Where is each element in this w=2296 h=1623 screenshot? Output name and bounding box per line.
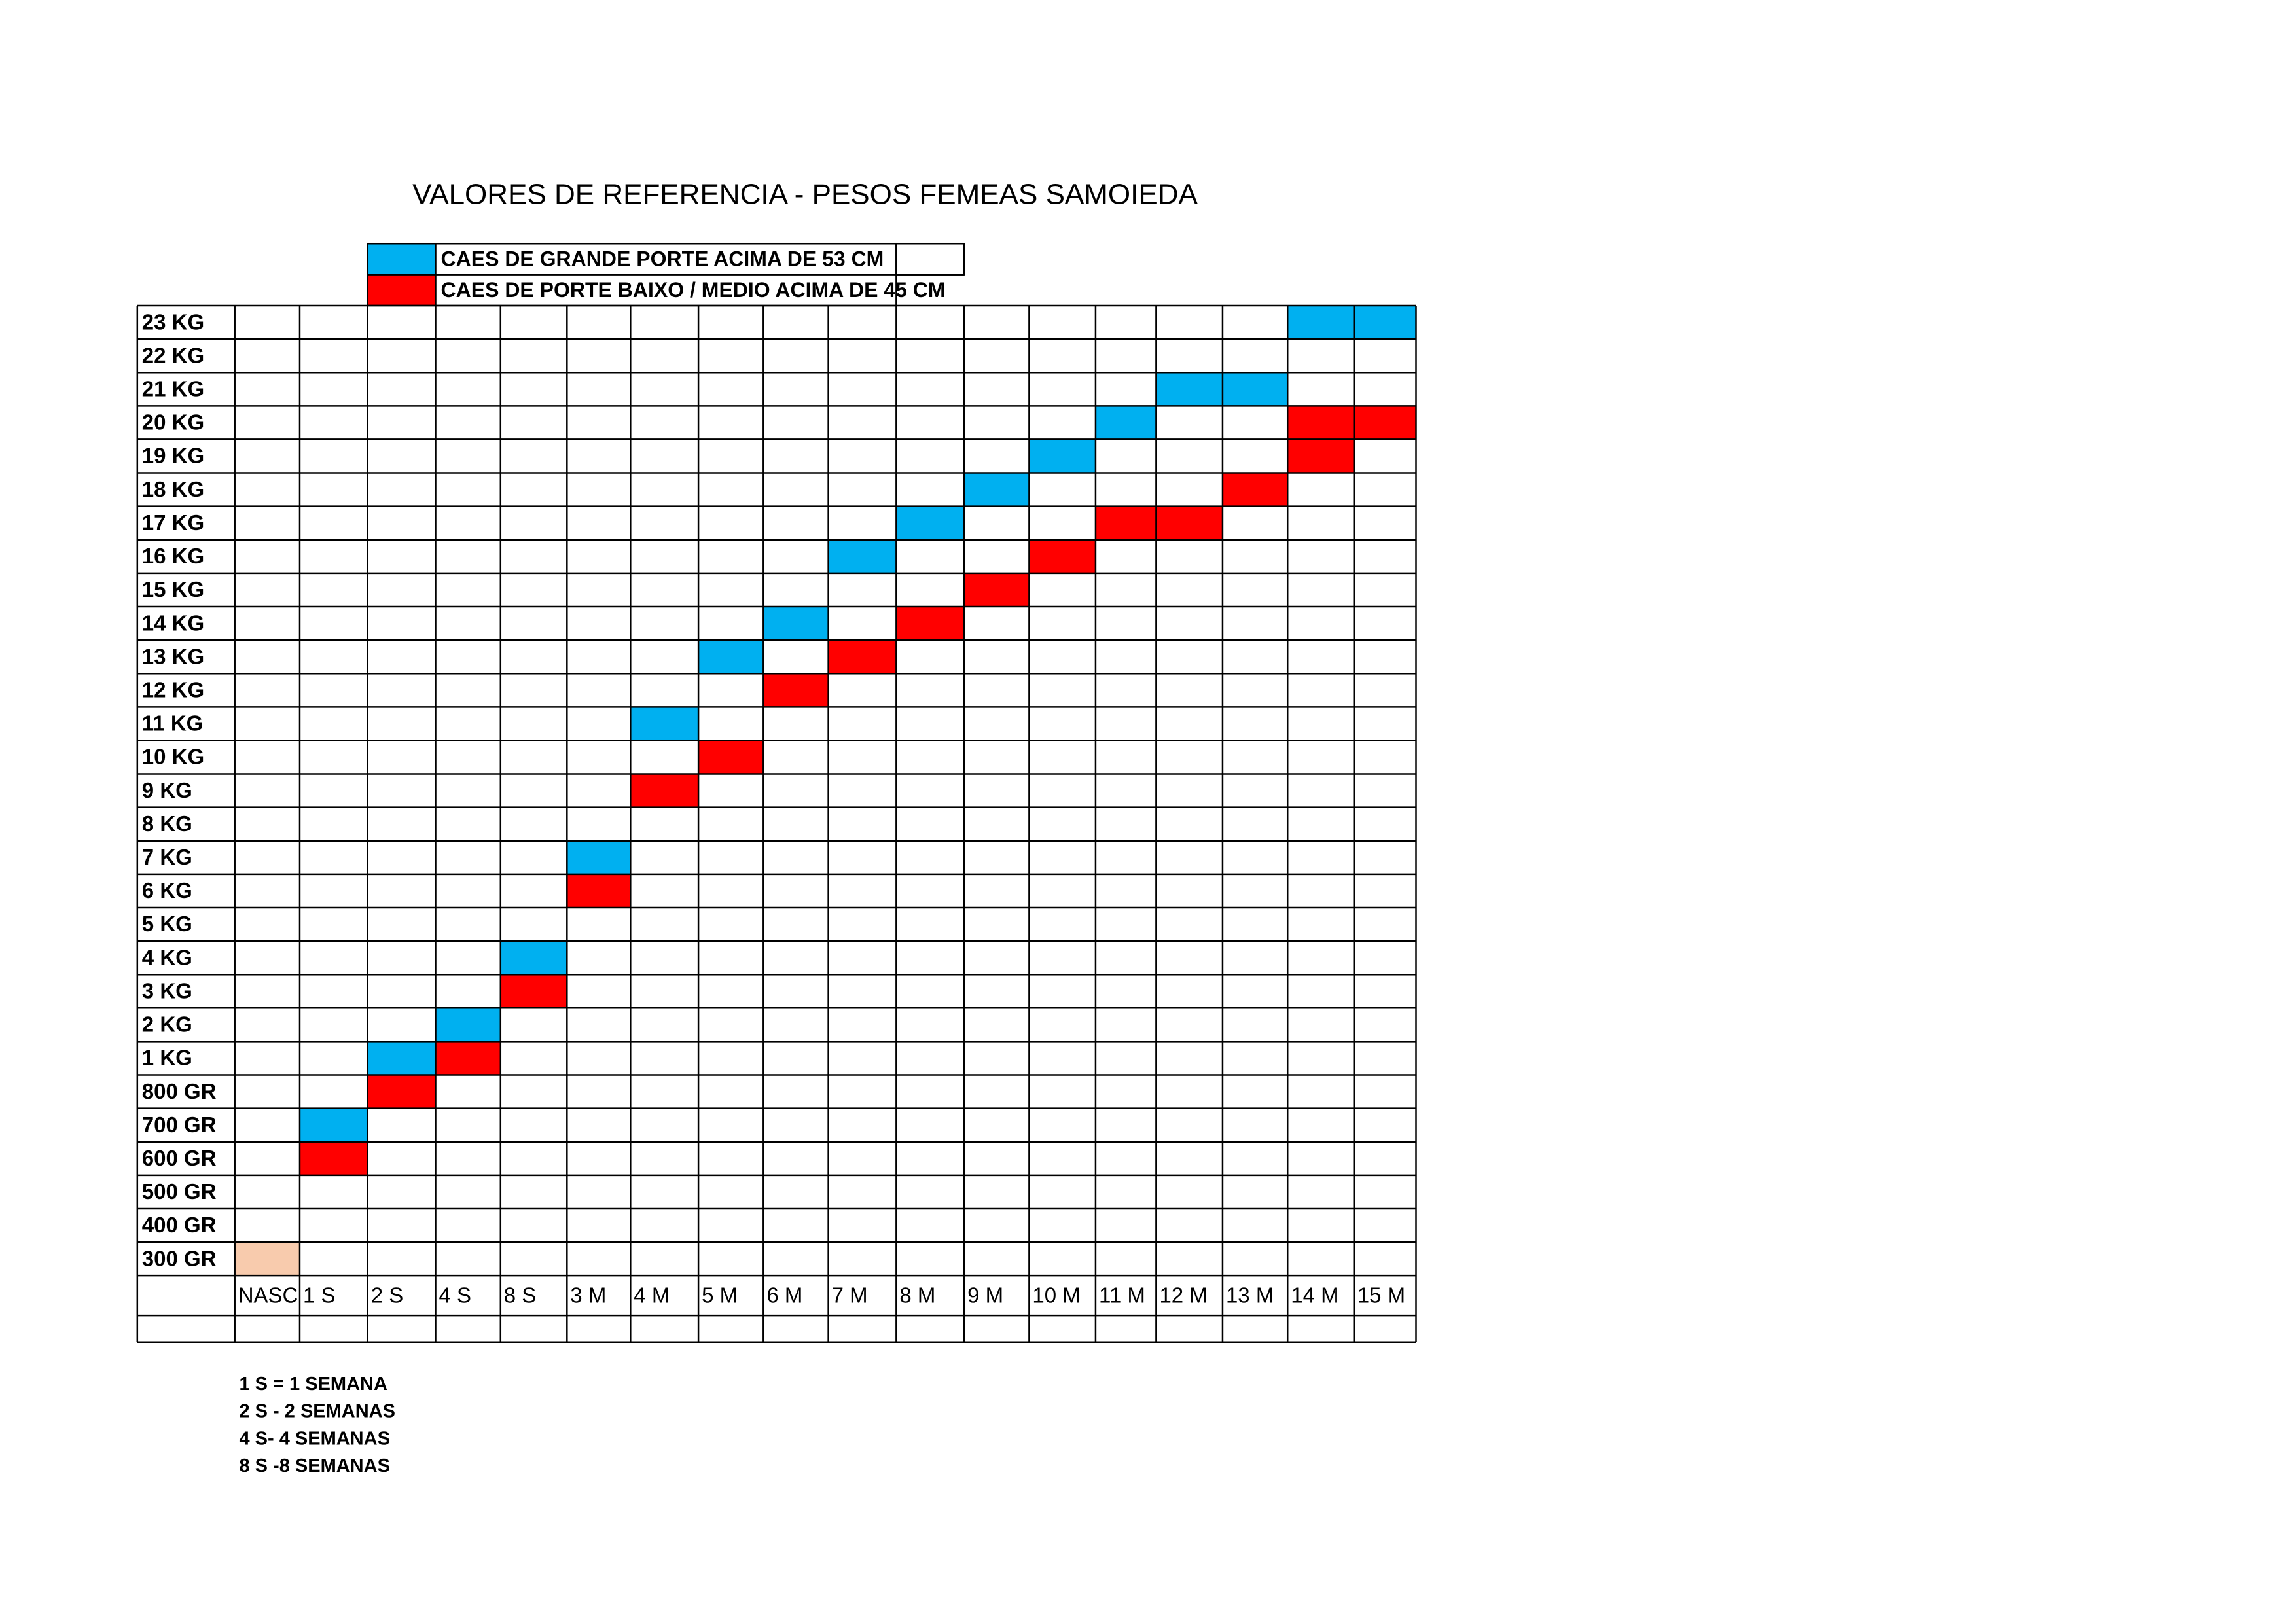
legend-label: CAES DE GRANDE PORTE ACIMA DE 53 CM [441,247,884,270]
row-label: 18 KG [142,477,204,501]
column-label: 2 S [371,1283,404,1307]
highlight-cell [828,640,897,674]
highlight-cell [630,707,699,741]
row-label: 8 KG [142,812,192,836]
highlight-cell [299,1108,368,1142]
row-label: 4 KG [142,945,192,969]
row-label: 9 KG [142,778,192,802]
column-label: 1 S [303,1283,336,1307]
column-label: 12 M [1159,1283,1207,1307]
highlight-cell [1095,406,1157,440]
row-label: 23 KG [142,310,204,334]
highlight-cell [1287,305,1354,340]
note: 2 S - 2 SEMANAS [239,1401,395,1422]
title: VALORES DE REFERENCIA - PESOS FEMEAS SAM… [412,179,1198,211]
row-label: 6 KG [142,878,192,902]
row-label: 12 KG [142,677,204,702]
birth-cell [234,1242,300,1276]
highlight-cell [763,606,829,641]
row-label: 19 KG [142,444,204,468]
row-label: 22 KG [142,343,204,367]
note: 8 S -8 SEMANAS [239,1455,389,1476]
highlight-cell [1287,406,1354,440]
column-label: 7 M [832,1283,868,1307]
highlight-cell [1287,439,1354,473]
highlight-cell [1156,372,1223,406]
legend-swatch [367,243,436,275]
column-label: 4 S [439,1283,472,1307]
highlight-cell [435,1008,501,1042]
column-label: 4 M [634,1283,670,1307]
row-label: 5 KG [142,912,192,936]
highlight-cell [964,473,1030,507]
row-label: 700 GR [142,1113,217,1137]
row-label: 10 KG [142,745,204,769]
column-label: 11 M [1099,1283,1145,1307]
highlight-cell [1029,539,1096,573]
row-label: 21 KG [142,376,204,401]
column-label: 8 M [899,1283,935,1307]
highlight-cell [500,974,567,1008]
legend-label: CAES DE PORTE BAIXO / MEDIO ACIMA DE 45 … [441,278,946,302]
row-label: 16 KG [142,544,204,568]
row-label: 13 KG [142,644,204,668]
highlight-cell [1095,506,1157,540]
row-label: 15 KG [142,577,204,601]
row-label: 11 KG [142,711,204,736]
highlight-cell [964,573,1030,607]
row-label: 400 GR [142,1213,217,1237]
highlight-cell [567,840,631,874]
column-label: 8 S [504,1283,537,1307]
column-label: 15 M [1357,1283,1405,1307]
note: 4 S- 4 SEMANAS [239,1428,389,1449]
highlight-cell [299,1141,368,1175]
row-label: 3 KG [142,978,192,1003]
highlight-cell [698,740,764,774]
column-label: NASC [238,1283,298,1307]
highlight-cell [630,774,699,808]
row-label: 2 KG [142,1012,192,1037]
column-label: 9 M [967,1283,1003,1307]
highlight-cell [435,1041,501,1075]
highlight-cell [828,539,897,573]
note: 1 S = 1 SEMANA [239,1374,387,1395]
column-label: 6 M [766,1283,802,1307]
highlight-cell [1222,473,1288,507]
column-label: 3 M [570,1283,606,1307]
highlight-cell [500,941,567,975]
column-label: 13 M [1226,1283,1274,1307]
row-label: 600 GR [142,1146,217,1170]
row-label: 14 KG [142,611,204,635]
highlight-cell [1354,305,1416,340]
row-label: 7 KG [142,845,192,869]
highlight-cell [763,673,829,707]
highlight-cell [367,1075,436,1109]
legend-border [895,242,965,276]
legend-swatch [367,274,436,306]
highlight-cell [367,1041,436,1075]
row-label: 17 KG [142,510,204,535]
highlight-cell [698,640,764,674]
row-label: 800 GR [142,1079,217,1103]
column-label: 14 M [1291,1283,1338,1307]
highlight-cell [1222,372,1288,406]
highlight-cell [896,606,965,641]
highlight-cell [1354,406,1416,440]
column-label: 10 M [1032,1283,1080,1307]
highlight-cell [567,874,631,908]
column-label: 5 M [702,1283,738,1307]
row-label: 300 GR [142,1246,217,1270]
row-label: 20 KG [142,410,204,435]
highlight-cell [1156,506,1223,540]
row-label: 1 KG [142,1046,192,1070]
highlight-cell [896,506,965,540]
highlight-cell [1029,439,1096,473]
row-label: 500 GR [142,1179,217,1204]
